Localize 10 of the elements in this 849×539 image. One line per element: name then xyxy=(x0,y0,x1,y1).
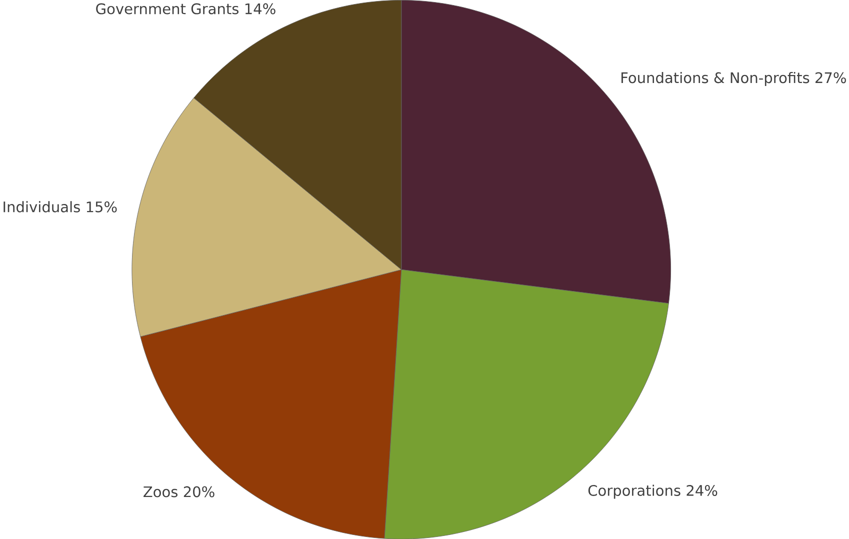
data-label: 15% xyxy=(86,201,117,212)
data-label: 20% xyxy=(184,486,214,498)
slice-label: Government Grants xyxy=(96,3,239,14)
slice-label: Corporations xyxy=(588,484,680,499)
slice-label: Individuals xyxy=(4,200,80,212)
data-label: 27% xyxy=(816,72,846,84)
data-label: 24% xyxy=(686,484,718,496)
data-label: 14% xyxy=(245,3,276,14)
slice-label: Zoos xyxy=(144,486,178,498)
slice-label: Foundations & Non-profits xyxy=(621,72,810,86)
